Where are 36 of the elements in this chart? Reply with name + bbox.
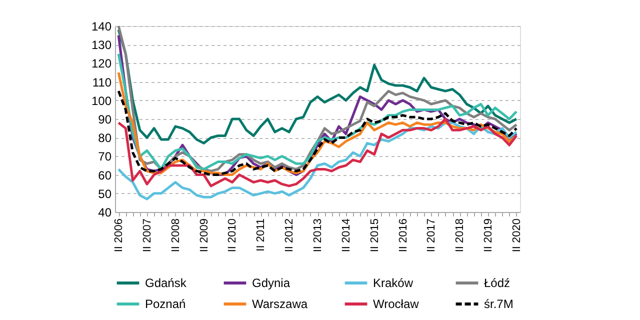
y-tick-label: 130 bbox=[91, 38, 112, 52]
y-tick-label: 50 bbox=[98, 186, 112, 201]
legend-label: Wrocław bbox=[373, 297, 420, 311]
x-tick-label: II 2013 bbox=[312, 218, 324, 252]
line-series bbox=[117, 118, 518, 188]
y-tick-label: 100 bbox=[91, 94, 112, 108]
x-tick-label: II 2015 bbox=[368, 218, 381, 252]
y-tick-label: 40 bbox=[98, 206, 112, 220]
x-tick-label: II 2007 bbox=[141, 218, 154, 252]
x-tick-label: II 2011 bbox=[255, 218, 268, 252]
x-tick-label: II 2018 bbox=[454, 218, 466, 252]
y-tick-label: 120 bbox=[91, 56, 112, 71]
x-tick-label: II 2010 bbox=[226, 218, 239, 252]
legend-label: Gdańsk bbox=[145, 276, 188, 290]
x-tick-label: II 2012 bbox=[284, 218, 296, 252]
y-tick-label: 140 bbox=[91, 20, 112, 34]
legend-label: Łódź bbox=[484, 276, 510, 290]
y-tick-label: 110 bbox=[92, 75, 112, 90]
y-tick-label: 60 bbox=[98, 168, 112, 182]
x-tick-label: II 2019 bbox=[482, 218, 495, 252]
legend-label: Warszawa bbox=[252, 297, 308, 311]
legend-label: Poznań bbox=[145, 297, 186, 311]
x-tick-label: II 2020 bbox=[510, 218, 523, 252]
x-tick-label: II 2014 bbox=[340, 218, 352, 252]
x-tick-label: II 2006 bbox=[113, 218, 126, 252]
x-tick-label: II 2008 bbox=[170, 218, 182, 252]
x-tick-label: II 2017 bbox=[426, 218, 438, 252]
x-tick-label: II 2016 bbox=[397, 218, 410, 252]
y-tick-label: 80 bbox=[98, 131, 112, 146]
legend-label: Kraków bbox=[373, 276, 414, 290]
y-tick-label: 70 bbox=[98, 150, 112, 164]
line-series bbox=[117, 90, 518, 176]
legend-label: Gdynia bbox=[252, 276, 290, 290]
y-tick-label: 90 bbox=[98, 112, 112, 126]
x-tick-label: II 2009 bbox=[198, 218, 210, 252]
legend-label: śr.7M bbox=[484, 297, 514, 311]
